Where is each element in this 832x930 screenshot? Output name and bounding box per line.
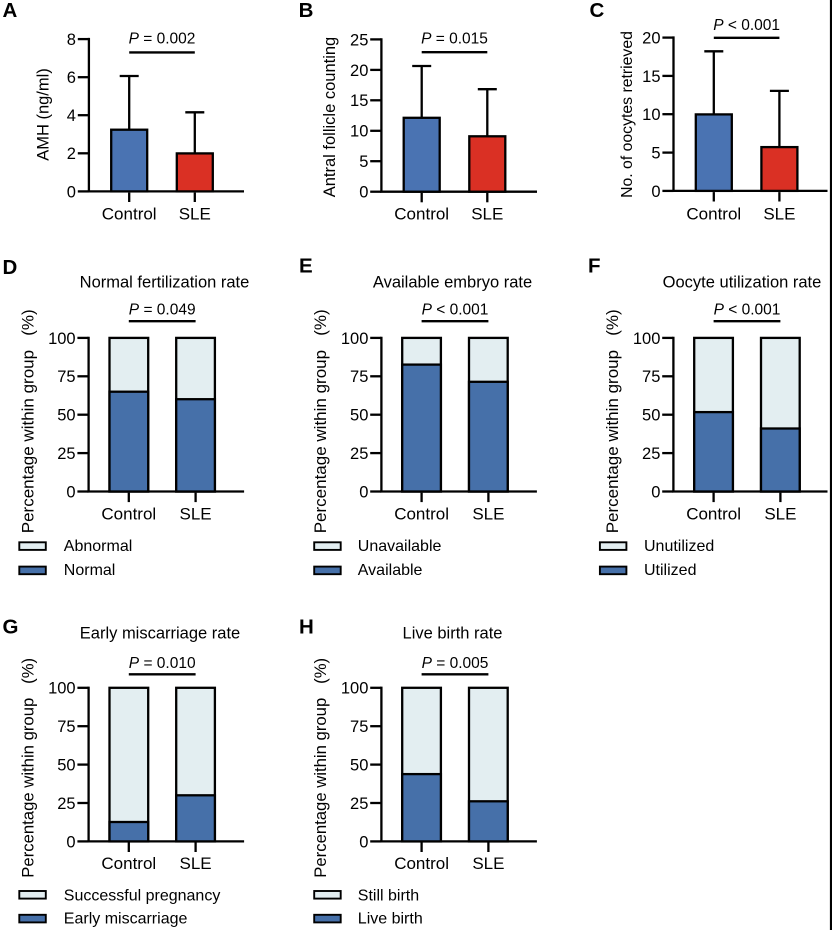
svg-text:Live birth rate: Live birth rate xyxy=(403,625,503,643)
svg-text:P = 0.049: P = 0.049 xyxy=(129,302,196,319)
svg-text:0: 0 xyxy=(359,833,368,851)
svg-text:Control: Control xyxy=(394,854,449,873)
svg-text:Percentage within group (%): Percentage within group (%) xyxy=(18,309,37,533)
svg-text:75: 75 xyxy=(642,368,660,386)
svg-text:0: 0 xyxy=(66,833,75,851)
svg-text:100: 100 xyxy=(633,330,661,348)
svg-text:Successful pregnancy: Successful pregnancy xyxy=(64,888,221,905)
svg-text:P < 0.001: P < 0.001 xyxy=(713,17,780,34)
svg-text:Control: Control xyxy=(686,205,741,224)
svg-text:20: 20 xyxy=(350,62,368,80)
svg-text:C: C xyxy=(590,0,605,22)
svg-text:10: 10 xyxy=(350,123,368,141)
svg-text:25: 25 xyxy=(57,445,75,463)
svg-text:100: 100 xyxy=(341,680,369,698)
svg-text:Early miscarriage rate: Early miscarriage rate xyxy=(80,625,240,643)
svg-text:15: 15 xyxy=(642,68,660,86)
svg-text:0: 0 xyxy=(66,483,75,501)
svg-text:0: 0 xyxy=(651,483,660,501)
svg-text:25: 25 xyxy=(350,795,368,813)
svg-text:0: 0 xyxy=(359,483,368,501)
svg-text:20: 20 xyxy=(642,30,660,48)
svg-text:Percentage within group (%): Percentage within group (%) xyxy=(311,309,330,533)
svg-text:75: 75 xyxy=(57,368,75,386)
svg-text:Normal fertilization rate: Normal fertilization rate xyxy=(80,274,250,292)
svg-text:Oocyte utilization rate: Oocyte utilization rate xyxy=(663,274,822,292)
svg-text:Normal: Normal xyxy=(64,562,116,579)
svg-text:5: 5 xyxy=(651,145,660,163)
svg-text:AMH (ng/ml): AMH (ng/ml) xyxy=(34,68,52,161)
svg-text:25: 25 xyxy=(642,445,660,463)
svg-text:D: D xyxy=(3,256,18,279)
svg-text:100: 100 xyxy=(48,330,76,348)
svg-text:10: 10 xyxy=(642,106,660,124)
svg-text:Control: Control xyxy=(101,505,156,524)
svg-text:A: A xyxy=(3,0,18,22)
svg-text:0: 0 xyxy=(651,183,660,201)
svg-text:P = 0.005: P = 0.005 xyxy=(422,655,489,672)
svg-text:P < 0.001: P < 0.001 xyxy=(422,302,489,319)
svg-text:Available: Available xyxy=(358,562,423,579)
svg-text:P = 0.002: P = 0.002 xyxy=(129,30,196,47)
svg-text:F: F xyxy=(588,255,601,278)
svg-text:0: 0 xyxy=(67,183,76,201)
svg-text:Live birth: Live birth xyxy=(358,911,423,928)
svg-text:B: B xyxy=(299,0,314,22)
svg-text:75: 75 xyxy=(350,368,368,386)
svg-text:Utilized: Utilized xyxy=(644,562,696,579)
svg-text:25: 25 xyxy=(57,795,75,813)
svg-text:Control: Control xyxy=(394,505,449,524)
svg-text:100: 100 xyxy=(341,330,369,348)
svg-text:6: 6 xyxy=(67,69,76,87)
svg-text:G: G xyxy=(3,615,19,638)
svg-text:Control: Control xyxy=(686,505,741,524)
svg-text:75: 75 xyxy=(57,718,75,736)
svg-text:Control: Control xyxy=(102,205,157,224)
svg-text:Available embryo rate: Available embryo rate xyxy=(373,274,532,292)
svg-text:15: 15 xyxy=(350,92,368,110)
svg-text:Control: Control xyxy=(101,854,156,873)
svg-text:8: 8 xyxy=(67,31,76,49)
svg-text:Percentage within group (%): Percentage within group (%) xyxy=(311,658,330,878)
svg-text:Control: Control xyxy=(394,205,449,224)
svg-text:P = 0.015: P = 0.015 xyxy=(421,30,488,47)
svg-text:50: 50 xyxy=(642,407,660,425)
svg-text:Abnormal: Abnormal xyxy=(64,538,132,555)
svg-text:4: 4 xyxy=(67,107,76,125)
svg-text:0: 0 xyxy=(359,184,368,202)
svg-text:50: 50 xyxy=(350,407,368,425)
svg-text:25: 25 xyxy=(350,445,368,463)
svg-text:No. of oocytes retrieved: No. of oocytes retrieved xyxy=(619,31,636,198)
svg-text:SLE: SLE xyxy=(763,205,795,224)
svg-text:SLE: SLE xyxy=(179,205,211,224)
svg-text:75: 75 xyxy=(350,718,368,736)
svg-text:P < 0.001: P < 0.001 xyxy=(714,302,781,319)
svg-text:SLE: SLE xyxy=(471,205,503,224)
svg-text:100: 100 xyxy=(48,680,76,698)
svg-text:Early miscarriage: Early miscarriage xyxy=(64,911,188,928)
svg-text:Unutilized: Unutilized xyxy=(644,538,714,555)
svg-text:SLE: SLE xyxy=(472,505,504,524)
svg-text:50: 50 xyxy=(350,757,368,775)
svg-text:E: E xyxy=(299,255,313,278)
svg-text:25: 25 xyxy=(350,31,368,49)
svg-text:SLE: SLE xyxy=(180,505,212,524)
svg-text:Unavailable: Unavailable xyxy=(358,538,442,555)
svg-text:2: 2 xyxy=(67,145,76,163)
svg-text:50: 50 xyxy=(57,407,75,425)
svg-text:SLE: SLE xyxy=(764,505,796,524)
svg-text:Still birth: Still birth xyxy=(358,888,419,905)
svg-text:SLE: SLE xyxy=(180,854,212,873)
svg-text:P = 0.010: P = 0.010 xyxy=(129,655,196,672)
svg-text:50: 50 xyxy=(57,757,75,775)
svg-text:H: H xyxy=(299,615,314,638)
svg-text:Percentage within group (%): Percentage within group (%) xyxy=(603,309,622,533)
svg-text:SLE: SLE xyxy=(472,854,504,873)
svg-text:5: 5 xyxy=(359,153,368,171)
svg-text:Antral follicle counting: Antral follicle counting xyxy=(321,37,339,198)
svg-text:Percentage within group (%): Percentage within group (%) xyxy=(18,658,37,878)
